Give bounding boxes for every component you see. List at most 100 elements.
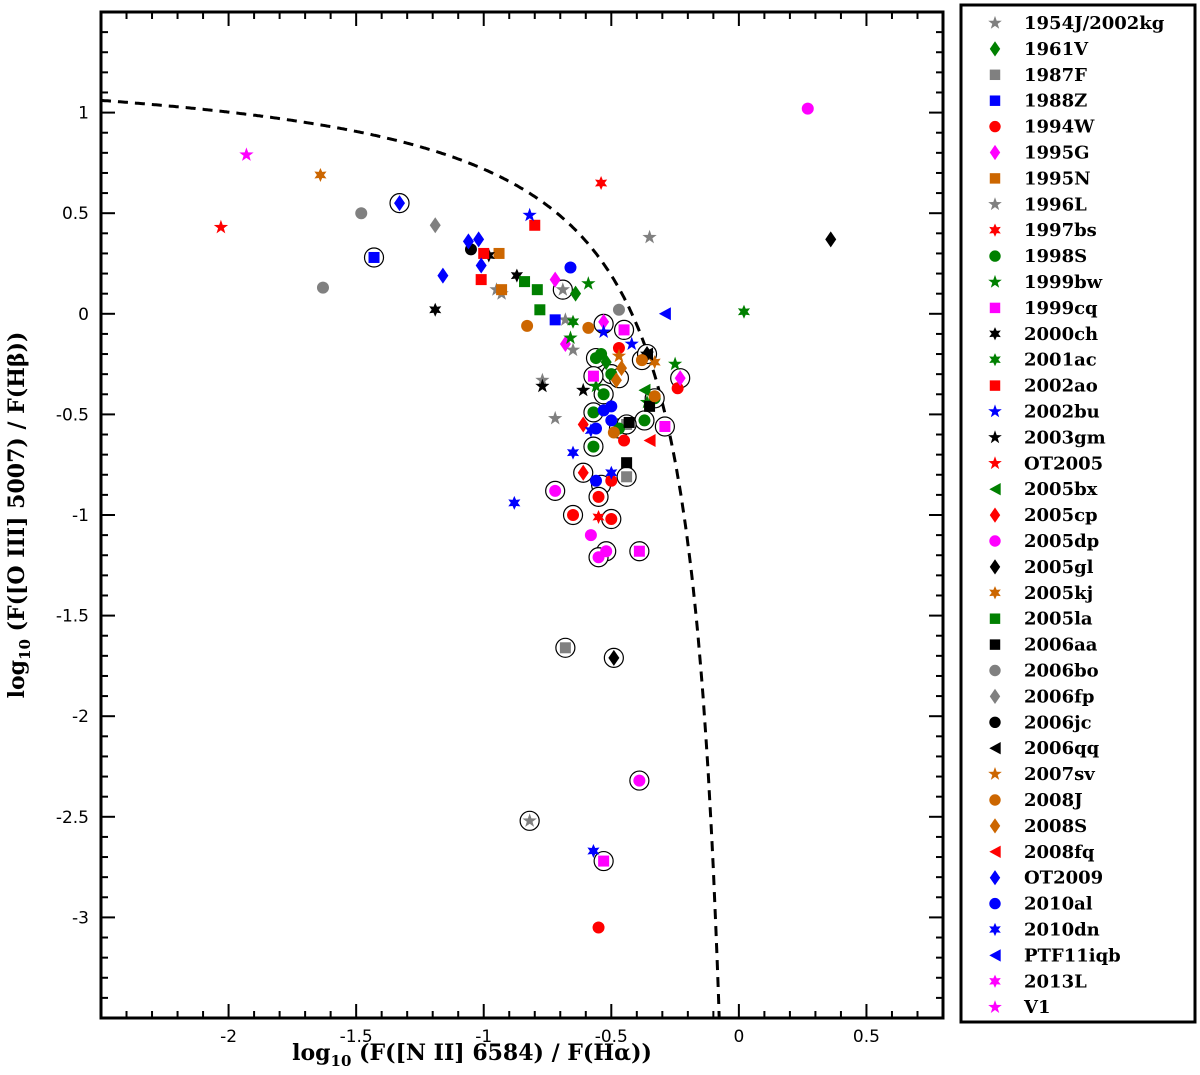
data-point	[473, 231, 485, 248]
y-tick-label: -0.5	[56, 405, 89, 425]
data-point	[624, 336, 639, 350]
data-point	[570, 285, 582, 302]
legend-marker	[989, 922, 1001, 937]
data-point	[674, 370, 686, 387]
legend-marker	[989, 559, 1001, 575]
data-point	[621, 457, 633, 469]
data-points	[213, 102, 837, 934]
data-point	[671, 382, 684, 395]
legend-marker	[989, 794, 1001, 806]
demarcation-curve	[100, 98, 721, 1019]
data-point	[534, 304, 546, 316]
legend-marker	[988, 456, 1002, 470]
legend-marker	[989, 664, 1001, 677]
data-point	[559, 642, 571, 654]
data-point	[605, 513, 618, 526]
data-point	[493, 247, 505, 259]
legend-entry: 2008fq	[1024, 842, 1095, 863]
data-point	[549, 271, 561, 288]
x-tick-label: -0.5	[595, 1027, 628, 1047]
legend-entry: 2005gl	[1024, 557, 1094, 578]
y-tick-label: -3	[72, 908, 89, 928]
legend-marker	[989, 507, 1001, 523]
plot-frame	[99, 10, 945, 1020]
data-point	[596, 324, 611, 338]
y-tick-label: -1	[72, 506, 89, 526]
data-point	[607, 426, 620, 439]
x-axis-title: log10 (F([N II] 6584) / F(Hα))	[292, 1040, 652, 1070]
legend-entry: V1	[1023, 997, 1051, 1018]
legend-marker	[989, 535, 1001, 547]
data-point	[595, 348, 608, 361]
data-point	[475, 257, 487, 274]
data-point	[529, 219, 541, 231]
legend-entry: 2007sv	[1024, 764, 1095, 785]
y-axis-title: log10 (F([O III] 5007) / F(Hβ))	[4, 332, 34, 699]
data-point	[508, 495, 521, 510]
legend-marker	[989, 613, 1001, 624]
data-point	[598, 313, 610, 330]
legend-marker	[989, 144, 1001, 161]
data-point	[522, 813, 537, 827]
data-point	[522, 207, 537, 222]
legend-entry: OT2005	[1024, 453, 1103, 474]
data-point	[394, 195, 406, 212]
data-point	[567, 509, 580, 521]
data-point	[616, 360, 628, 377]
legend-entry: 1997bs	[1024, 220, 1097, 241]
data-point	[213, 219, 229, 234]
y-tick-label: -1.5	[56, 607, 89, 627]
legend-marker	[989, 353, 1001, 367]
data-point	[549, 484, 562, 497]
axis-ticks	[100, 11, 944, 1019]
data-point	[521, 319, 534, 332]
legend-marker	[988, 197, 1002, 211]
legend-entry: 1954J/2002kg	[1024, 13, 1165, 34]
x-tick-label: -1	[475, 1027, 492, 1047]
data-point	[592, 510, 605, 524]
data-point	[355, 207, 368, 220]
legend-marker	[989, 974, 1001, 988]
legend-entry: 1996L	[1024, 194, 1087, 215]
data-point	[605, 400, 618, 413]
data-point	[638, 383, 651, 397]
legend-marker	[989, 223, 1001, 237]
legend-entry: 2003gm	[1024, 427, 1106, 448]
data-point	[618, 324, 630, 336]
data-point	[648, 390, 661, 403]
legend-marker	[989, 483, 1001, 496]
legend: 1954J/2002kg 1961V 1987F 1988Z 1994W 1995G 199…	[959, 3, 1197, 1024]
data-point	[535, 378, 550, 393]
legend-marker	[989, 870, 1001, 886]
data-point	[549, 314, 561, 326]
data-point	[825, 231, 837, 248]
legend-entry: 2005la	[1024, 609, 1093, 630]
data-point	[605, 414, 618, 427]
data-point	[668, 356, 683, 371]
legend-marker	[989, 327, 1001, 341]
data-point	[612, 303, 625, 316]
data-point	[618, 434, 631, 447]
legend-entry: 1987F	[1024, 65, 1087, 86]
data-point	[587, 440, 600, 453]
data-point	[429, 217, 441, 234]
tick-labels: -2 -1.5 -1 -0.5 0 0.5 1 0.5 0 -0.5 -1 -1.5 -2 -2.5 -3	[56, 104, 880, 1047]
data-point	[478, 247, 490, 259]
legend-marker	[989, 586, 1001, 600]
data-point	[576, 382, 591, 397]
data-point	[642, 229, 657, 244]
data-point	[659, 420, 671, 432]
legend-marker	[989, 95, 1001, 106]
legend-entry: 2005cp	[1024, 505, 1098, 526]
x-tick-label: -2	[220, 1027, 237, 1047]
data-point	[644, 400, 656, 412]
legend-entry: PTF11iqb	[1024, 945, 1121, 966]
legend-entry: 2000ch	[1024, 324, 1098, 345]
data-point	[592, 551, 605, 564]
legend-marker	[989, 120, 1001, 133]
legend-entry: 2002ao	[1024, 376, 1098, 397]
data-point	[610, 372, 622, 389]
data-point	[589, 474, 602, 487]
legend-marker	[989, 302, 1001, 314]
